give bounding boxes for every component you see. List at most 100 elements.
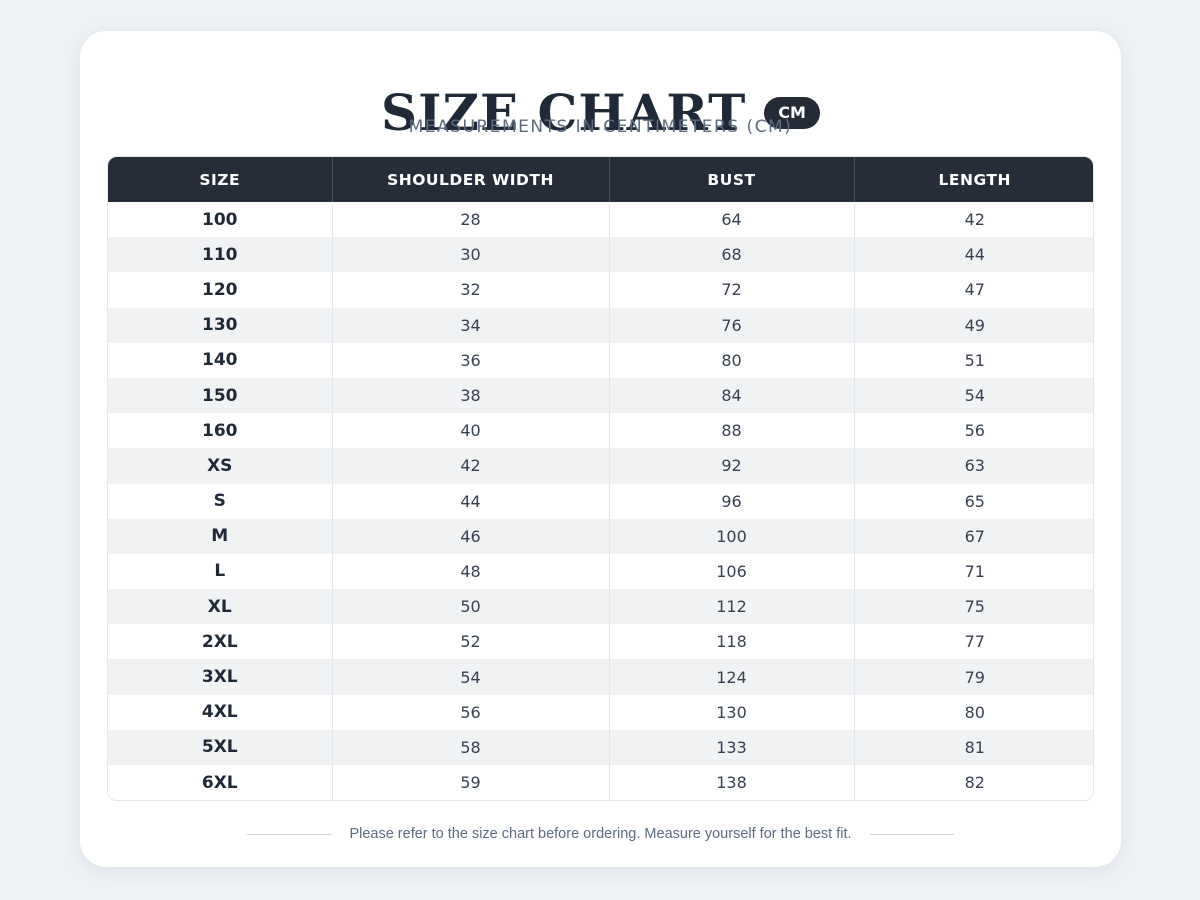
footer-note: Please refer to the size chart before or… [349, 826, 852, 842]
table-row: 3XL 54 124 79 [108, 659, 1093, 695]
shoulder-width-cell: 59 [332, 765, 610, 801]
table-row: 140 36 80 51 [108, 342, 1093, 378]
page-subtitle: MEASUREMENTS IN CENTIMETERS (CM) [408, 117, 793, 137]
table-row: 150 38 84 54 [108, 377, 1093, 414]
footer-divider-right [869, 833, 954, 835]
column-header-shoulder-width: SHOULDER WIDTH [332, 157, 610, 202]
table-row: 4XL 56 130 80 [108, 694, 1093, 730]
column-header-bust: BUST [609, 157, 855, 202]
unit-badge: CM [764, 97, 820, 129]
shoulder-width-cell: 48 [332, 553, 610, 590]
length-cell: 79 [964, 667, 985, 687]
table-row: 6XL 59 138 82 [108, 765, 1093, 801]
table-row: 2XL 52 118 77 [108, 624, 1093, 660]
table-row: 5XL 58 133 81 [108, 729, 1093, 765]
bust-cell: 64 [609, 202, 855, 238]
bust-cell: 100 [609, 518, 855, 554]
length-cell: 67 [964, 526, 985, 546]
table-row: 160 40 88 56 [108, 413, 1093, 449]
size-cell: 120 [108, 272, 333, 308]
size-cell: M [108, 518, 333, 554]
bust-cell: 138 [609, 765, 855, 801]
size-cell: XL [108, 589, 333, 625]
size-cell: 150 [108, 377, 333, 414]
size-cell: 140 [108, 342, 333, 378]
bust-cell: 130 [609, 694, 855, 730]
footer-divider-left [247, 833, 332, 835]
length-cell: 65 [964, 491, 985, 511]
table-body: 100 28 64 42 110 30 68 44 120 32 72 47 130 34 76 49 140 3… [108, 202, 1093, 801]
shoulder-width-cell: 28 [332, 202, 610, 238]
size-cell: 3XL [108, 659, 333, 695]
table-row: L 48 106 71 [108, 553, 1093, 590]
bust-cell: 88 [609, 413, 855, 449]
shoulder-width-cell: 54 [332, 659, 610, 695]
shoulder-width-cell: 58 [332, 729, 610, 765]
size-cell: 110 [108, 237, 333, 273]
table-row: S 44 96 65 [108, 483, 1093, 519]
length-cell: 75 [964, 597, 985, 617]
shoulder-width-cell: 36 [332, 342, 610, 378]
bust-cell: 133 [609, 729, 855, 765]
shoulder-width-cell: 42 [332, 448, 610, 484]
shoulder-width-cell: 38 [332, 377, 610, 414]
table-row: XS 42 92 63 [108, 448, 1093, 484]
bust-cell: 80 [609, 342, 855, 378]
bust-cell: 76 [609, 307, 855, 343]
shoulder-width-cell: 34 [332, 307, 610, 343]
size-cell: XS [108, 448, 333, 484]
table-row: M 46 100 67 [108, 518, 1093, 554]
length-cell: 42 [964, 210, 985, 230]
shoulder-width-cell: 30 [332, 237, 610, 273]
length-cell: 63 [964, 456, 985, 476]
size-cell: S [108, 483, 333, 519]
table-row: 110 30 68 44 [108, 237, 1093, 273]
shoulder-width-cell: 32 [332, 272, 610, 308]
size-cell: 4XL [108, 694, 333, 730]
table-row: 130 34 76 49 [108, 307, 1093, 343]
length-cell: 81 [964, 737, 985, 757]
length-cell: 82 [964, 773, 985, 793]
page-title: SIZE CHART [381, 83, 747, 142]
length-cell: 56 [964, 421, 985, 441]
size-cell: L [108, 553, 333, 590]
length-cell: 51 [964, 350, 985, 370]
size-cell: 160 [108, 413, 333, 449]
shoulder-width-cell: 50 [332, 589, 610, 625]
size-cell: 5XL [108, 729, 333, 765]
bust-cell: 124 [609, 659, 855, 695]
table-header-row: SIZE SHOULDER WIDTH BUST LENGTH [108, 157, 1093, 202]
length-cell: 44 [964, 245, 985, 265]
size-table: SIZE SHOULDER WIDTH BUST LENGTH 100 28 64 4… [108, 157, 1093, 801]
column-header-size: SIZE [108, 157, 333, 202]
bust-cell: 92 [609, 448, 855, 484]
length-cell: 49 [964, 315, 985, 335]
bust-cell: 112 [609, 589, 855, 625]
bust-cell: 68 [609, 237, 855, 273]
footer: Please refer to the size chart before or… [80, 826, 1121, 842]
size-chart-card: SIZE CHART CM MEASUREMENTS IN CENTIMETER… [80, 31, 1121, 867]
size-cell: 100 [108, 202, 333, 238]
column-header-length: LENGTH [938, 170, 1011, 189]
size-cell: 2XL [108, 624, 333, 660]
size-table-container: SIZE SHOULDER WIDTH BUST LENGTH 100 28 64 4… [107, 156, 1094, 802]
table-row: 120 32 72 47 [108, 272, 1093, 308]
table-row: XL 50 112 75 [108, 589, 1093, 625]
size-cell: 6XL [108, 765, 333, 801]
bust-cell: 84 [609, 377, 855, 414]
length-cell: 71 [964, 561, 985, 581]
shoulder-width-cell: 40 [332, 413, 610, 449]
shoulder-width-cell: 46 [332, 518, 610, 554]
shoulder-width-cell: 44 [332, 483, 610, 519]
bust-cell: 106 [609, 553, 855, 590]
bust-cell: 72 [609, 272, 855, 308]
length-cell: 77 [964, 632, 985, 652]
length-cell: 54 [964, 386, 985, 406]
bust-cell: 96 [609, 483, 855, 519]
size-cell: 130 [108, 307, 333, 343]
title-row: SIZE CHART CM [80, 81, 1121, 145]
table-row: 100 28 64 42 [108, 202, 1093, 238]
shoulder-width-cell: 56 [332, 694, 610, 730]
shoulder-width-cell: 52 [332, 624, 610, 660]
bust-cell: 118 [609, 624, 855, 660]
